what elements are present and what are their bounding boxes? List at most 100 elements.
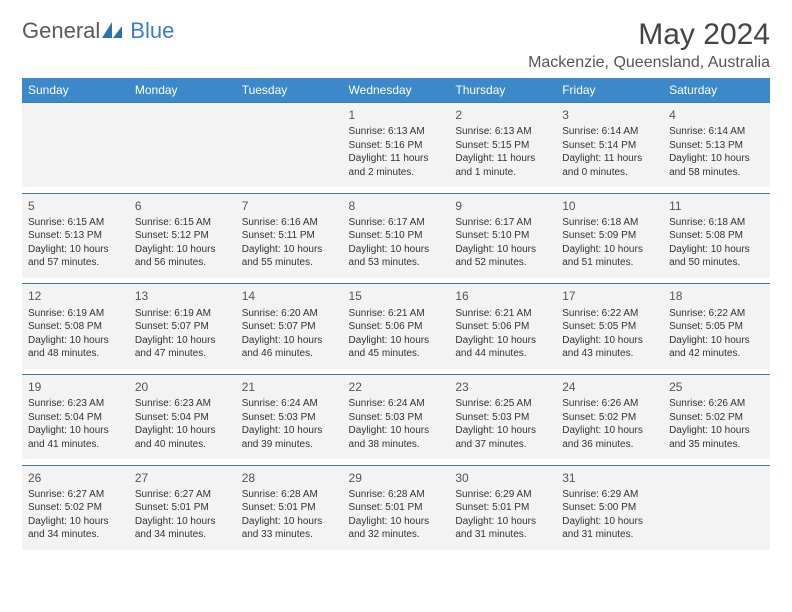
day-number: 12 [28,288,123,304]
sunrise-text: Sunrise: 6:23 AM [135,397,230,411]
calendar-cell [236,103,343,188]
calendar-cell: 25Sunrise: 6:26 AMSunset: 5:02 PMDayligh… [663,375,770,460]
calendar-week: 12Sunrise: 6:19 AMSunset: 5:08 PMDayligh… [22,284,770,369]
sunset-text: Sunset: 5:01 PM [455,501,550,515]
daylight-line1: Daylight: 10 hours [349,334,444,348]
sunset-text: Sunset: 5:07 PM [242,320,337,334]
calendar-cell: 12Sunrise: 6:19 AMSunset: 5:08 PMDayligh… [22,284,129,369]
calendar-cell: 7Sunrise: 6:16 AMSunset: 5:11 PMDaylight… [236,193,343,278]
day-number: 24 [562,379,657,395]
daylight-line2: and 32 minutes. [349,528,444,542]
header: General Blue May 2024 Mackenzie, Queensl… [22,18,770,72]
daylight-line2: and 36 minutes. [562,438,657,452]
daylight-line2: and 2 minutes. [349,166,444,180]
calendar-week: 19 Sunrise: 6:23 AMSunset: 5:04 PM Dayligh… [22,375,770,460]
daylight-line2: and 44 minutes. [455,347,550,361]
sunset-text: Sunset: 5:12 PM [135,229,230,243]
calendar-cell: 4Sunrise: 6:14 AMSunset: 5:13 PMDaylight… [663,103,770,188]
sail-icon [102,18,124,44]
day-number: 10 [562,198,657,214]
weekday-header: Monday [129,78,236,103]
sunrise-text: Sunrise: 6:26 AM [562,397,657,411]
daylight-line1: Daylight: 10 hours [242,243,337,257]
daylight-line1: Daylight: 10 hours [28,515,123,529]
calendar-cell: 22Sunrise: 6:24 AMSunset: 5:03 PMDayligh… [343,375,450,460]
daylight-line2: and 41 minutes. [28,438,123,452]
daylight-line1: Daylight: 10 hours [669,424,764,438]
weekday-header: Friday [556,78,663,103]
sunset-text: Sunset: 5:10 PM [349,229,444,243]
day-number: 21 [242,379,337,395]
daylight-line1: Daylight: 10 hours [242,334,337,348]
sunset-text: Sunset: 5:04 PM [135,411,230,425]
sunset-text: Sunset: 5:09 PM [562,229,657,243]
daylight-line2: and 50 minutes. [669,256,764,270]
weekday-header-row: Sunday Monday Tuesday Wednesday Thursday… [22,78,770,103]
sunset-text: Sunset: 5:13 PM [669,139,764,153]
day-number: 8 [349,198,444,214]
daylight-line1: Daylight: 11 hours [562,152,657,166]
calendar-cell: 3Sunrise: 6:14 AMSunset: 5:14 PMDaylight… [556,103,663,188]
daylight-line1: Daylight: 10 hours [28,334,123,348]
day-number: 19 [28,379,123,395]
daylight-line1: Daylight: 10 hours [135,515,230,529]
sunrise-text: Sunrise: 6:27 AM [28,488,123,502]
daylight-line2: and 57 minutes. [28,256,123,270]
day-number: 9 [455,198,550,214]
day-number: 31 [562,470,657,486]
daylight-line1: Daylight: 10 hours [562,243,657,257]
sunset-text: Sunset: 5:10 PM [455,229,550,243]
calendar-cell: 13Sunrise: 6:19 AMSunset: 5:07 PMDayligh… [129,284,236,369]
daylight-line1: Daylight: 10 hours [242,424,337,438]
daylight-line1: Daylight: 10 hours [28,243,123,257]
calendar-cell: 30Sunrise: 6:29 AMSunset: 5:01 PMDayligh… [449,465,556,550]
calendar-cell: 1Sunrise: 6:13 AMSunset: 5:16 PMDaylight… [343,103,450,188]
day-number: 29 [349,470,444,486]
sunrise-text: Sunrise: 6:13 AM [349,125,444,139]
daylight-line2: and 1 minute. [455,166,550,180]
daylight-line2: and 56 minutes. [135,256,230,270]
calendar-cell: 18Sunrise: 6:22 AMSunset: 5:05 PMDayligh… [663,284,770,369]
daylight-line1: Daylight: 11 hours [455,152,550,166]
daylight-line2: and 55 minutes. [242,256,337,270]
day-number: 1 [349,107,444,123]
day-number: 26 [28,470,123,486]
calendar-cell [129,103,236,188]
calendar-cell: 10Sunrise: 6:18 AMSunset: 5:09 PMDayligh… [556,193,663,278]
calendar-table: Sunday Monday Tuesday Wednesday Thursday… [22,78,770,550]
calendar-cell: 9Sunrise: 6:17 AMSunset: 5:10 PMDaylight… [449,193,556,278]
daylight-line2: and 39 minutes. [242,438,337,452]
calendar-cell [663,465,770,550]
sunset-text: Sunset: 5:01 PM [349,501,444,515]
daylight-line2: and 42 minutes. [669,347,764,361]
daylight-line2: and 34 minutes. [135,528,230,542]
sunrise-text: Sunrise: 6:28 AM [242,488,337,502]
daylight-line1: Daylight: 10 hours [349,515,444,529]
sunrise-text: Sunrise: 6:21 AM [455,307,550,321]
sunset-text: Sunset: 5:06 PM [455,320,550,334]
day-number: 27 [135,470,230,486]
day-number: 5 [28,198,123,214]
daylight-line2: and 31 minutes. [562,528,657,542]
daylight-line2: and 52 minutes. [455,256,550,270]
daylight-line2: and 43 minutes. [562,347,657,361]
sunrise-text: Sunrise: 6:24 AM [242,397,337,411]
sunset-text: Sunset: 5:16 PM [349,139,444,153]
title-block: May 2024 Mackenzie, Queensland, Australi… [528,18,770,72]
daylight-line2: and 48 minutes. [28,347,123,361]
calendar-cell: 24Sunrise: 6:26 AMSunset: 5:02 PMDayligh… [556,375,663,460]
sunset-text: Sunset: 5:07 PM [135,320,230,334]
calendar-cell: 31Sunrise: 6:29 AMSunset: 5:00 PMDayligh… [556,465,663,550]
daylight-line1: Daylight: 10 hours [669,243,764,257]
sunrise-text: Sunrise: 6:14 AM [669,125,764,139]
daylight-line2: and 31 minutes. [455,528,550,542]
sunset-text: Sunset: 5:01 PM [242,501,337,515]
calendar-cell: 19Sunrise: 6:23 AMSunset: 5:04 PMDayligh… [22,375,129,460]
sunset-text: Sunset: 5:13 PM [28,229,123,243]
sunset-text: Sunset: 5:11 PM [242,229,337,243]
daylight-line2: and 40 minutes. [135,438,230,452]
day-number: 11 [669,198,764,214]
calendar-cell: 8Sunrise: 6:17 AMSunset: 5:10 PMDaylight… [343,193,450,278]
daylight-line2: and 37 minutes. [455,438,550,452]
weekday-header: Sunday [22,78,129,103]
